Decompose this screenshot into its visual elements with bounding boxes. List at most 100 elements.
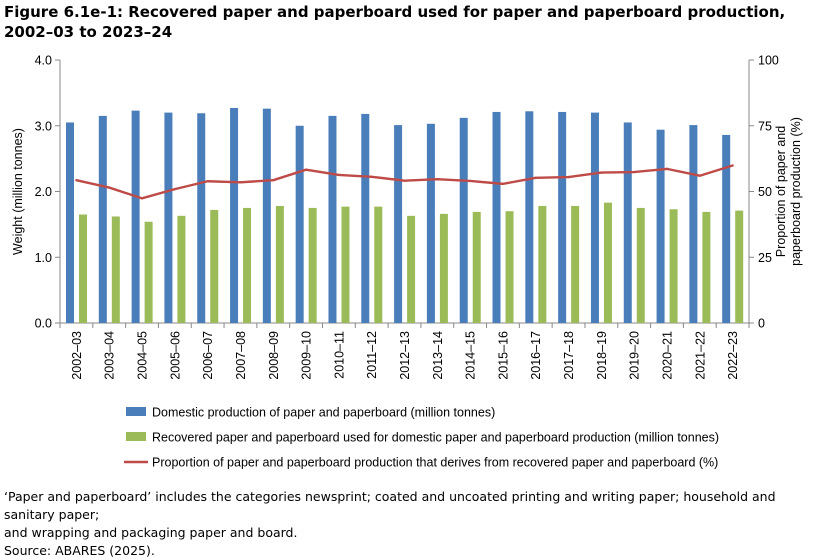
bar-domestic-production [623,122,632,324]
bar-recovered-paper [439,213,448,323]
bar-recovered-paper [702,211,711,323]
bar-recovered-paper [505,211,514,323]
bar-domestic-production [295,125,304,323]
line-point [665,167,669,171]
bar-recovered-paper [669,209,678,323]
line-point [698,174,701,177]
bar-domestic-production [328,115,337,323]
x-tick-label: 2006–07 [201,331,215,380]
legend-label: Proportion of paper and paperboard produ… [152,456,718,470]
bar-recovered-paper [243,207,252,323]
line-point [534,176,537,180]
bar-domestic-production [164,112,173,323]
bar-recovered-paper [111,216,120,323]
line-point [403,179,406,182]
bar-recovered-paper [472,211,481,323]
bar-recovered-paper [144,221,153,323]
bar-domestic-production [722,134,731,323]
y2-axis-title-line-2: paperboard production (%) [789,117,803,266]
legend-swatch-domestic [126,407,146,416]
bar-domestic-production [689,125,698,323]
x-tick-label: 2014–15 [464,331,478,380]
chart: 0.0 1.0 2.0 3.0 4.0 0 25 50 75 100 Weight (million… [11,54,803,470]
right-tick-label: 100 [758,54,779,68]
right-tick-label: 25 [758,251,772,265]
bar-recovered-paper [210,209,219,323]
left-tick-label: 4.0 [35,54,52,68]
figure-title: Figure 6.1e-1: Recovered paper and paper… [4,2,814,42]
bar-domestic-production [656,129,665,323]
x-tick-label: 2008–09 [267,331,281,380]
line-point [173,187,177,191]
line-point [337,173,341,177]
line-point [206,180,209,183]
right-tick-label: 50 [758,185,772,199]
line-point [140,197,144,200]
line-point [436,177,439,181]
bar-recovered-paper [603,202,612,323]
x-tick-label: 2005–06 [168,331,182,380]
right-tick-label: 75 [758,119,772,133]
x-tick-label: 2016–17 [529,331,543,380]
x-tick-label: 2013–14 [431,331,445,380]
line-point [567,175,570,179]
line-point [239,181,242,184]
bar-domestic-production [558,111,567,323]
bar-recovered-paper [538,205,547,323]
line-point [731,164,734,167]
bar-domestic-production [492,111,501,323]
x-tick-label: 2018–19 [595,331,609,380]
x-tick-label: 2019–20 [628,331,642,380]
y-axis-title: Weight (million tonnes) [11,128,25,255]
x-tick-label: 2017–18 [562,331,576,380]
x-tick-label: 2021–22 [693,331,707,380]
x-tick-label: 2007–08 [234,331,248,380]
bar-domestic-production [426,123,435,323]
bar-recovered-paper [177,215,186,323]
bar-domestic-production [590,112,599,323]
line-point [600,171,603,174]
bar-recovered-paper [308,207,317,323]
left-tick-label: 2.0 [35,185,52,199]
bar-recovered-paper [374,206,383,323]
line-point [632,170,636,174]
y2-axis-title-line-1: Proportion of paper and [774,126,788,257]
bar-domestic-production [525,111,534,323]
legend-label: Recovered paper and paperboard used for … [152,431,719,445]
bar-recovered-paper [341,206,350,323]
line-point [304,168,308,171]
x-tick-label: 2002–03 [70,331,84,380]
line-point [468,179,472,183]
figure-title-line-2: 2002–03 to 2023–24 [4,23,173,41]
x-tick-label: 2015–16 [496,331,510,380]
note-line-2: and wrapping and packaging paper and boa… [4,525,298,540]
bar-recovered-paper [636,207,645,323]
bar-domestic-production [230,107,239,323]
source-line: Source: ABARES (2025). [4,543,155,558]
figure-title-line-1: Figure 6.1e-1: Recovered paper and paper… [4,3,786,21]
bar-domestic-production [197,113,206,323]
notes: ‘Paper and paperboard’ includes the cate… [4,488,816,560]
x-tick-label: 2004–05 [136,331,150,380]
right-tick-label: 0 [758,317,765,331]
bar-domestic-production [394,125,403,323]
bar-domestic-production [262,108,271,323]
x-tick-label: 2009–10 [300,331,314,380]
bar-recovered-paper [571,205,580,323]
line-point [108,186,111,189]
line-point [370,175,373,178]
bar-recovered-paper [275,205,284,323]
bar-domestic-production [66,122,74,324]
bar-recovered-paper [735,210,744,323]
x-tick-label: 2011–12 [365,331,379,379]
line-point [501,182,505,186]
legend-swatch-recovered [126,432,146,441]
left-tick-label: 3.0 [35,119,52,133]
note-line-1: ‘Paper and paperboard’ includes the cate… [4,489,776,522]
x-tick-label: 2012–13 [398,331,412,380]
left-tick-label: 1.0 [35,251,52,265]
bar-domestic-production [98,115,107,323]
legend-label: Domestic production of paper and paperbo… [152,406,495,420]
x-tick-label: 2003–04 [103,331,117,380]
bar-recovered-paper [79,214,87,323]
